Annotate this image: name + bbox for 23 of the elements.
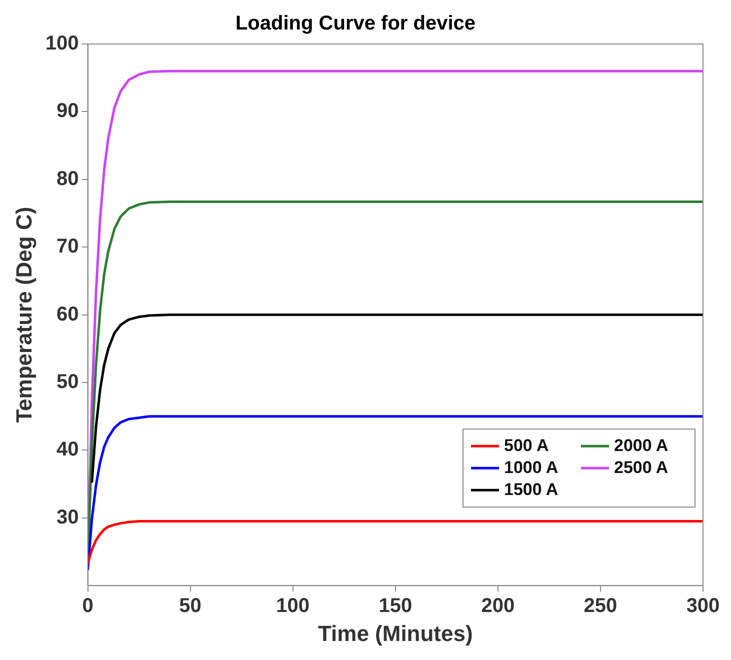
y-axis-title: Temperature (Deg C) — [11, 206, 36, 423]
y-tick-label: 90 — [56, 100, 79, 122]
y-tick-label: 30 — [56, 506, 79, 528]
x-tick-label: 0 — [82, 595, 94, 618]
legend-label: 1500 A — [504, 480, 558, 499]
y-tick-label: 40 — [56, 438, 79, 461]
x-tick-label: 200 — [481, 595, 515, 618]
y-tick-label: 70 — [56, 236, 79, 258]
legend-label: 500 A — [504, 436, 549, 455]
x-tick-label: 250 — [584, 595, 618, 618]
y-tick-label: 100 — [45, 32, 79, 55]
x-tick-label: 100 — [276, 595, 310, 618]
legend-label: 2000 A — [614, 436, 668, 455]
legend-label: 2500 A — [614, 458, 668, 477]
x-tick-label: 150 — [378, 595, 412, 618]
y-tick-label: 60 — [56, 303, 79, 326]
y-tick-label: 50 — [56, 371, 79, 394]
legend-label: 1000 A — [504, 458, 558, 477]
x-tick-label: 50 — [179, 595, 202, 618]
y-tick-label: 80 — [56, 168, 79, 190]
x-tick-label: 300 — [686, 595, 720, 618]
x-axis-title: Time (Minutes) — [318, 620, 473, 646]
chart-title: Loading Curve for device — [235, 12, 476, 35]
